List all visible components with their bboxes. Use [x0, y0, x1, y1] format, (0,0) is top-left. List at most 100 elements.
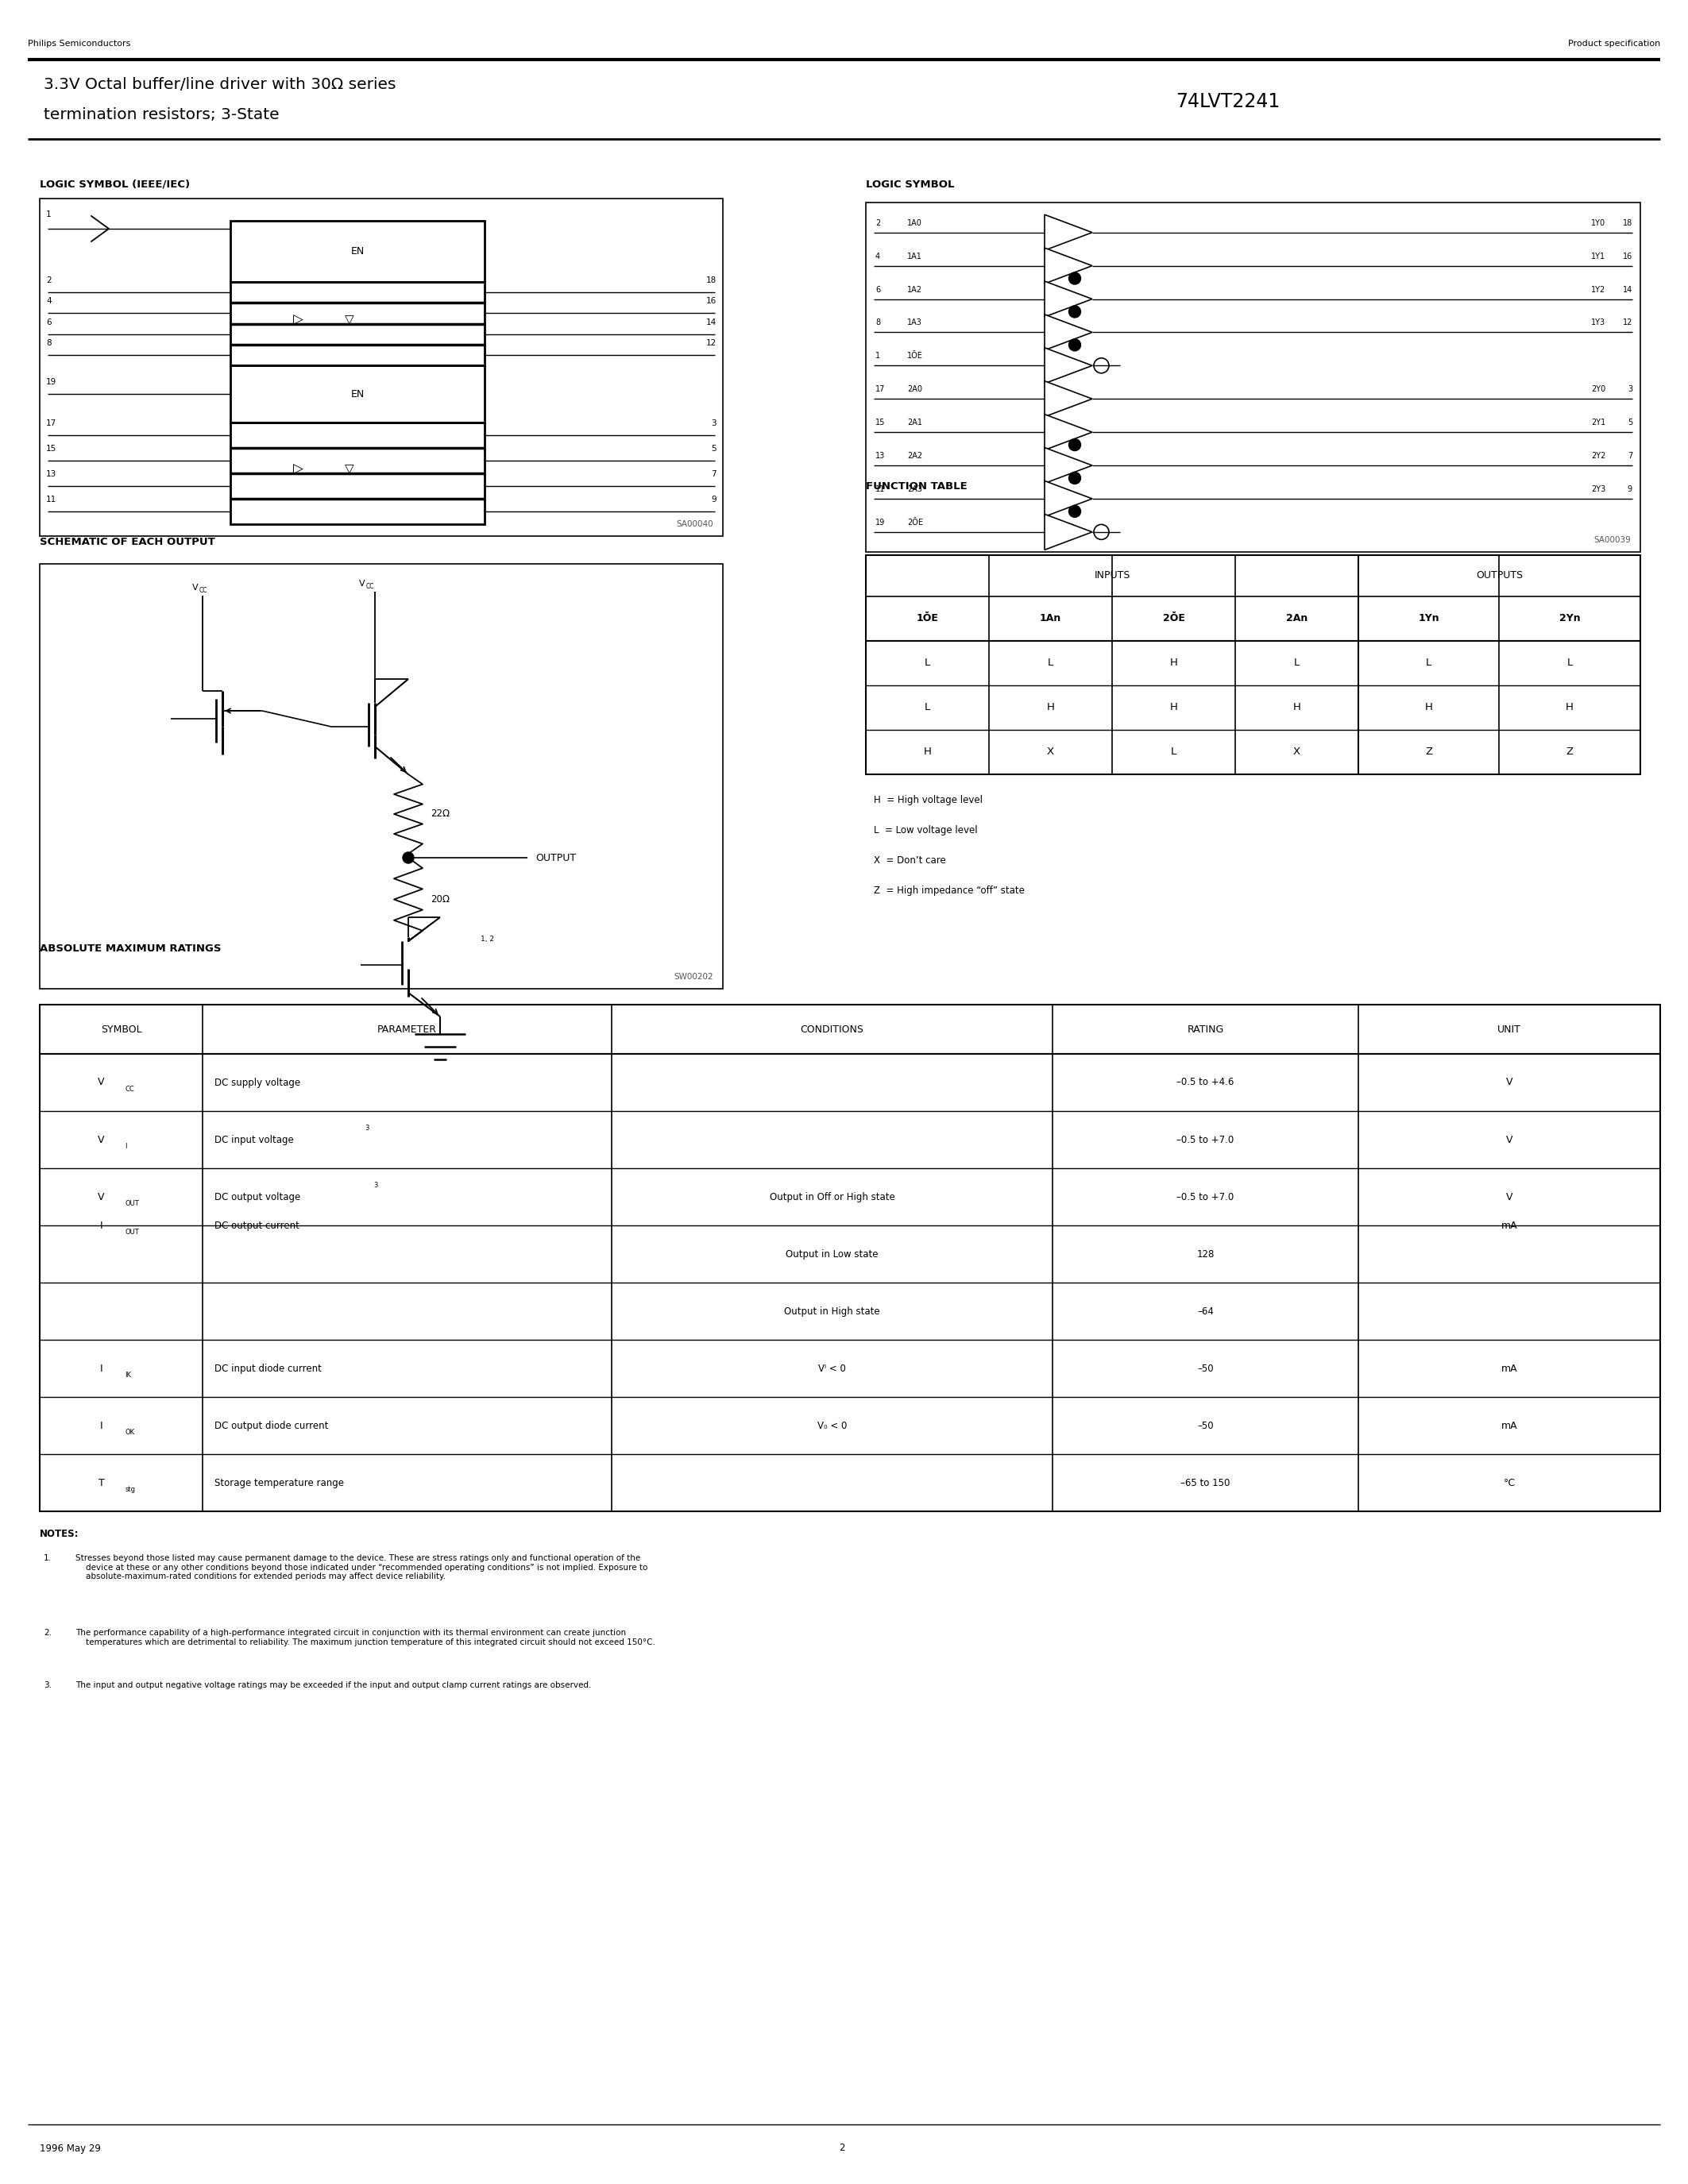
Text: Philips Semiconductors: Philips Semiconductors [27, 39, 130, 48]
Text: V: V [98, 1133, 105, 1144]
Text: 3.: 3. [44, 1682, 52, 1688]
Text: 1Yn: 1Yn [1418, 614, 1440, 625]
Circle shape [403, 852, 414, 863]
Text: 18: 18 [1622, 218, 1632, 227]
Text: RATING: RATING [1187, 1024, 1224, 1035]
Text: V: V [98, 1077, 105, 1088]
Text: I: I [100, 1363, 103, 1374]
Text: DC supply voltage: DC supply voltage [214, 1077, 300, 1088]
Text: LOGIC SYMBOL (IEEE/IEC): LOGIC SYMBOL (IEEE/IEC) [41, 179, 191, 190]
Text: ▽: ▽ [344, 463, 354, 476]
Text: CC: CC [199, 587, 208, 594]
Text: 6: 6 [46, 319, 51, 325]
Text: H: H [1170, 703, 1178, 712]
Text: 5: 5 [1627, 419, 1632, 426]
Text: 2A1: 2A1 [906, 419, 922, 426]
Bar [866, 555, 1641, 775]
Text: I: I [100, 1221, 103, 1230]
Text: L: L [925, 703, 930, 712]
Bar [230, 422, 484, 524]
Text: 1: 1 [876, 352, 879, 360]
Text: –0.5 to +7.0: –0.5 to +7.0 [1177, 1133, 1234, 1144]
Text: Product specification: Product specification [1568, 39, 1661, 48]
Text: 2Y3: 2Y3 [1592, 485, 1605, 494]
Text: 2A2: 2A2 [906, 452, 922, 461]
Text: EN: EN [351, 389, 365, 400]
Text: 3: 3 [1627, 384, 1632, 393]
Bar [230, 365, 484, 422]
Text: H: H [923, 747, 932, 758]
Text: ABSOLUTE MAXIMUM RATINGS: ABSOLUTE MAXIMUM RATINGS [41, 943, 221, 954]
Text: 4: 4 [876, 251, 879, 260]
Text: V: V [360, 579, 365, 587]
Text: OUT: OUT [125, 1199, 138, 1208]
Text: DC output voltage: DC output voltage [214, 1192, 300, 1201]
Text: Z: Z [1425, 747, 1433, 758]
Text: Output in Low state: Output in Low state [787, 1249, 878, 1260]
Text: 4: 4 [46, 297, 51, 306]
Polygon shape [1045, 282, 1092, 317]
Text: 1Y0: 1Y0 [1592, 218, 1605, 227]
Text: 1Y2: 1Y2 [1592, 286, 1605, 293]
Text: 16: 16 [706, 297, 716, 306]
Text: –64: –64 [1197, 1306, 1214, 1317]
Polygon shape [1045, 314, 1092, 349]
Text: OK: OK [125, 1428, 135, 1435]
Text: 2.: 2. [44, 1629, 52, 1636]
Polygon shape [1045, 247, 1092, 284]
Text: DC input diode current: DC input diode current [214, 1363, 322, 1374]
Circle shape [1069, 439, 1080, 450]
Text: H: H [1425, 703, 1433, 712]
Circle shape [1069, 339, 1080, 352]
Text: PARAMETER: PARAMETER [378, 1024, 437, 1035]
Text: SW00202: SW00202 [674, 972, 714, 981]
Bar [41, 1005, 1661, 1511]
Text: 1: 1 [46, 210, 51, 218]
Text: I: I [125, 1142, 127, 1149]
Circle shape [1069, 505, 1080, 518]
Text: Z  = High impedance “off” state: Z = High impedance “off” state [874, 885, 1025, 895]
Text: °C: °C [1504, 1479, 1516, 1487]
Text: 7: 7 [711, 470, 716, 478]
Text: T: T [98, 1479, 105, 1487]
Polygon shape [1045, 415, 1092, 450]
Text: L: L [1426, 657, 1431, 668]
Text: 2: 2 [46, 277, 51, 284]
Bar [230, 282, 484, 365]
Bar [41, 563, 722, 989]
Text: 12: 12 [1622, 319, 1632, 328]
Text: 14: 14 [1622, 286, 1632, 293]
Text: 8: 8 [46, 339, 51, 347]
Circle shape [1069, 472, 1080, 485]
Text: X: X [1293, 747, 1300, 758]
Text: 19: 19 [876, 518, 885, 526]
Text: 1An: 1An [1040, 614, 1062, 625]
Text: V: V [1506, 1192, 1512, 1201]
Text: 7: 7 [1627, 452, 1632, 461]
Polygon shape [1045, 214, 1092, 251]
Text: 1Y3: 1Y3 [1592, 319, 1605, 328]
Text: CC: CC [366, 583, 375, 590]
Text: X  = Don’t care: X = Don’t care [874, 854, 945, 865]
Text: 20Ω: 20Ω [430, 893, 449, 904]
Text: mA: mA [1501, 1221, 1518, 1230]
Text: ▷: ▷ [292, 463, 302, 476]
Text: L: L [1171, 747, 1177, 758]
Text: 3: 3 [365, 1125, 368, 1131]
Text: The performance capability of a high-performance integrated circuit in conjuncti: The performance capability of a high-per… [76, 1629, 655, 1647]
Text: NOTES:: NOTES: [41, 1529, 79, 1540]
Text: 1ŎE: 1ŎE [906, 352, 923, 360]
Bar [41, 199, 722, 535]
Text: 1A1: 1A1 [906, 251, 922, 260]
Text: 2: 2 [839, 2143, 846, 2153]
Text: 13: 13 [46, 470, 57, 478]
Text: 2Yn: 2Yn [1560, 614, 1580, 625]
Text: X: X [1047, 747, 1055, 758]
Text: 1, 2: 1, 2 [481, 935, 495, 943]
Text: mA: mA [1501, 1420, 1518, 1431]
Text: H: H [1566, 703, 1573, 712]
Polygon shape [1045, 480, 1092, 518]
Text: 2A3: 2A3 [906, 485, 922, 494]
Text: 8: 8 [876, 319, 879, 328]
Text: L: L [925, 657, 930, 668]
